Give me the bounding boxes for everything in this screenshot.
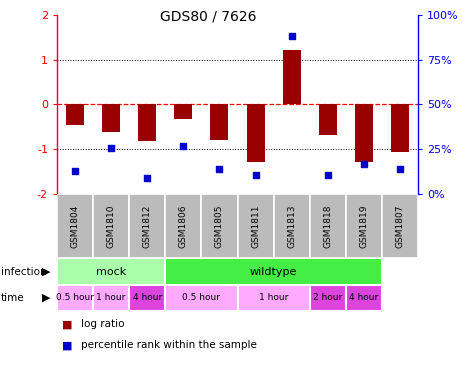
Text: GSM1810: GSM1810 — [107, 205, 115, 248]
Bar — [93, 285, 129, 311]
Bar — [165, 285, 238, 311]
Bar — [174, 105, 192, 119]
Bar — [382, 194, 418, 258]
Bar — [238, 194, 274, 258]
Text: 2 hour: 2 hour — [313, 294, 342, 302]
Text: ■: ■ — [62, 320, 72, 329]
Point — [288, 33, 295, 39]
Text: GSM1807: GSM1807 — [396, 205, 404, 248]
Text: time: time — [1, 293, 25, 303]
Bar — [129, 285, 165, 311]
Bar — [310, 285, 346, 311]
Text: 4 hour: 4 hour — [349, 294, 379, 302]
Bar — [346, 285, 382, 311]
Text: 0.5 hour: 0.5 hour — [182, 294, 220, 302]
Text: log ratio: log ratio — [81, 320, 124, 329]
Text: ▶: ▶ — [42, 293, 51, 303]
Text: GSM1819: GSM1819 — [360, 205, 368, 248]
Bar — [165, 258, 382, 285]
Text: percentile rank within the sample: percentile rank within the sample — [81, 340, 256, 350]
Bar — [283, 50, 301, 105]
Text: wildtype: wildtype — [250, 266, 297, 277]
Bar — [391, 105, 409, 152]
Text: GSM1806: GSM1806 — [179, 205, 188, 248]
Text: 0.5 hour: 0.5 hour — [56, 294, 94, 302]
Point — [143, 175, 151, 181]
Bar — [57, 194, 93, 258]
Text: infection: infection — [1, 266, 47, 277]
Point — [107, 145, 115, 150]
Text: GSM1811: GSM1811 — [251, 205, 260, 248]
Point — [71, 168, 79, 174]
Text: mock: mock — [96, 266, 126, 277]
Bar — [165, 194, 201, 258]
Bar — [355, 105, 373, 162]
Bar — [274, 194, 310, 258]
Point — [324, 172, 332, 178]
Text: GDS80 / 7626: GDS80 / 7626 — [161, 9, 257, 23]
Bar — [210, 105, 228, 139]
Text: ■: ■ — [62, 340, 72, 350]
Bar — [310, 194, 346, 258]
Point — [216, 166, 223, 172]
Text: GSM1804: GSM1804 — [71, 205, 79, 248]
Bar — [129, 194, 165, 258]
Text: GSM1812: GSM1812 — [143, 205, 152, 248]
Point — [252, 172, 259, 178]
Point — [396, 166, 404, 172]
Bar — [66, 105, 84, 125]
Point — [180, 143, 187, 149]
Bar — [247, 105, 265, 162]
Text: 1 hour: 1 hour — [96, 294, 126, 302]
Bar — [319, 105, 337, 135]
Text: GSM1805: GSM1805 — [215, 205, 224, 248]
Bar — [238, 285, 310, 311]
Text: GSM1813: GSM1813 — [287, 205, 296, 248]
Bar — [57, 285, 93, 311]
Text: GSM1818: GSM1818 — [323, 205, 332, 248]
Bar — [102, 105, 120, 132]
Bar — [201, 194, 238, 258]
Bar — [346, 194, 382, 258]
Bar — [93, 194, 129, 258]
Text: 1 hour: 1 hour — [259, 294, 288, 302]
Bar — [57, 258, 165, 285]
Point — [360, 161, 368, 167]
Bar — [138, 105, 156, 141]
Text: 4 hour: 4 hour — [133, 294, 162, 302]
Text: ▶: ▶ — [42, 266, 51, 277]
